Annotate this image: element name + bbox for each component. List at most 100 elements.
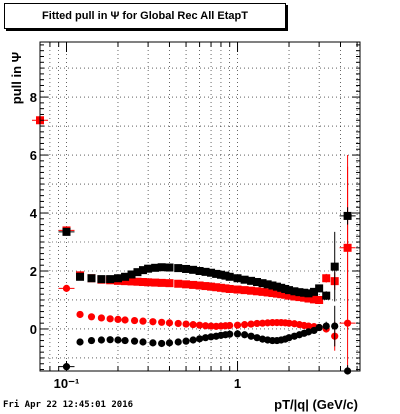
data-point bbox=[182, 264, 191, 273]
data-point bbox=[151, 278, 160, 287]
data-point bbox=[212, 283, 221, 292]
data-point bbox=[174, 264, 183, 273]
data-point bbox=[315, 284, 324, 293]
data-point bbox=[121, 336, 129, 345]
data-point bbox=[76, 272, 85, 281]
x-tick-label: 10⁻¹ bbox=[54, 376, 80, 391]
data-point bbox=[189, 280, 198, 289]
data-point bbox=[226, 330, 234, 338]
data-point bbox=[304, 289, 313, 298]
data-point bbox=[277, 290, 286, 299]
data-point bbox=[253, 319, 261, 328]
data-point bbox=[97, 336, 106, 344]
data-point bbox=[144, 278, 153, 287]
data-point bbox=[158, 339, 166, 348]
data-point bbox=[285, 319, 293, 327]
data-point bbox=[304, 294, 313, 303]
data-point bbox=[165, 339, 174, 347]
data-point bbox=[315, 323, 323, 332]
data-point bbox=[201, 267, 210, 276]
data-point bbox=[165, 319, 174, 327]
data-point bbox=[174, 319, 182, 328]
data-point bbox=[121, 277, 130, 286]
y-tick-label: 2 bbox=[30, 264, 37, 279]
data-point bbox=[258, 319, 267, 327]
data-point bbox=[165, 263, 174, 272]
data-point bbox=[87, 274, 96, 283]
y-tick-label: 8 bbox=[30, 90, 37, 105]
data-point bbox=[97, 314, 106, 322]
data-point bbox=[174, 279, 183, 288]
data-point bbox=[240, 286, 249, 295]
data-point bbox=[304, 328, 313, 336]
data-point bbox=[195, 321, 204, 329]
data-point bbox=[233, 274, 242, 283]
data-point bbox=[212, 269, 221, 278]
data-point bbox=[221, 271, 230, 280]
data-point bbox=[330, 262, 339, 271]
data-point bbox=[157, 278, 166, 287]
axes: 0 2 4 6 8 10⁻¹ 1 bbox=[30, 41, 361, 391]
timestamp: Fri Apr 22 12:45:01 2016 bbox=[3, 400, 134, 410]
data-point bbox=[130, 316, 139, 325]
title-box: Fitted pull in Ψ for Global Rec All Etap… bbox=[4, 3, 286, 29]
data-point bbox=[258, 287, 267, 296]
data-point bbox=[268, 281, 277, 290]
data-point bbox=[201, 322, 210, 330]
data-point bbox=[247, 332, 255, 340]
series-1 bbox=[58, 155, 356, 371]
data-point bbox=[76, 338, 84, 346]
data-point bbox=[201, 282, 210, 291]
data-point bbox=[216, 270, 225, 279]
data-point bbox=[285, 291, 294, 300]
data-point bbox=[233, 330, 242, 338]
data-point bbox=[315, 295, 324, 304]
data-point bbox=[247, 286, 256, 295]
data-point bbox=[87, 336, 96, 345]
data-point bbox=[138, 266, 147, 275]
data-point bbox=[290, 292, 299, 301]
data-point bbox=[130, 337, 139, 345]
data-point bbox=[139, 317, 147, 325]
data-point bbox=[182, 337, 190, 345]
data-point bbox=[268, 289, 277, 298]
y-axis-label: pull in Ψ bbox=[9, 52, 24, 104]
data-point bbox=[272, 282, 281, 291]
data-point bbox=[253, 278, 262, 287]
grid bbox=[39, 42, 360, 371]
series-layer bbox=[32, 62, 356, 375]
data-point bbox=[221, 284, 230, 293]
data-point bbox=[225, 284, 234, 293]
x-tick-label: 1 bbox=[234, 376, 241, 391]
data-point bbox=[331, 322, 339, 330]
data-point bbox=[310, 287, 319, 296]
data-point bbox=[343, 211, 352, 220]
data-point bbox=[233, 285, 242, 294]
data-point bbox=[310, 295, 319, 304]
data-point bbox=[121, 272, 130, 281]
data-point bbox=[127, 277, 136, 286]
data-point bbox=[76, 310, 84, 319]
data-point bbox=[322, 322, 330, 330]
data-point bbox=[240, 275, 249, 284]
data-point bbox=[149, 339, 157, 347]
data-point bbox=[121, 316, 129, 324]
data-point bbox=[263, 288, 272, 297]
data-point bbox=[322, 274, 331, 283]
y-tick-label: 0 bbox=[30, 322, 37, 337]
data-point bbox=[300, 288, 309, 297]
data-point bbox=[106, 315, 114, 323]
data-point bbox=[139, 338, 147, 346]
data-point bbox=[133, 277, 142, 286]
data-point bbox=[241, 321, 249, 329]
data-point bbox=[277, 283, 286, 292]
data-point bbox=[165, 279, 174, 288]
data-point bbox=[106, 336, 114, 344]
data-point bbox=[195, 335, 204, 343]
data-point bbox=[253, 334, 261, 342]
data-point bbox=[295, 293, 304, 302]
y-tick-label: 4 bbox=[30, 206, 38, 221]
x-axis-label: pT/|q| (GeV/c) bbox=[274, 397, 358, 412]
data-point bbox=[113, 274, 122, 283]
